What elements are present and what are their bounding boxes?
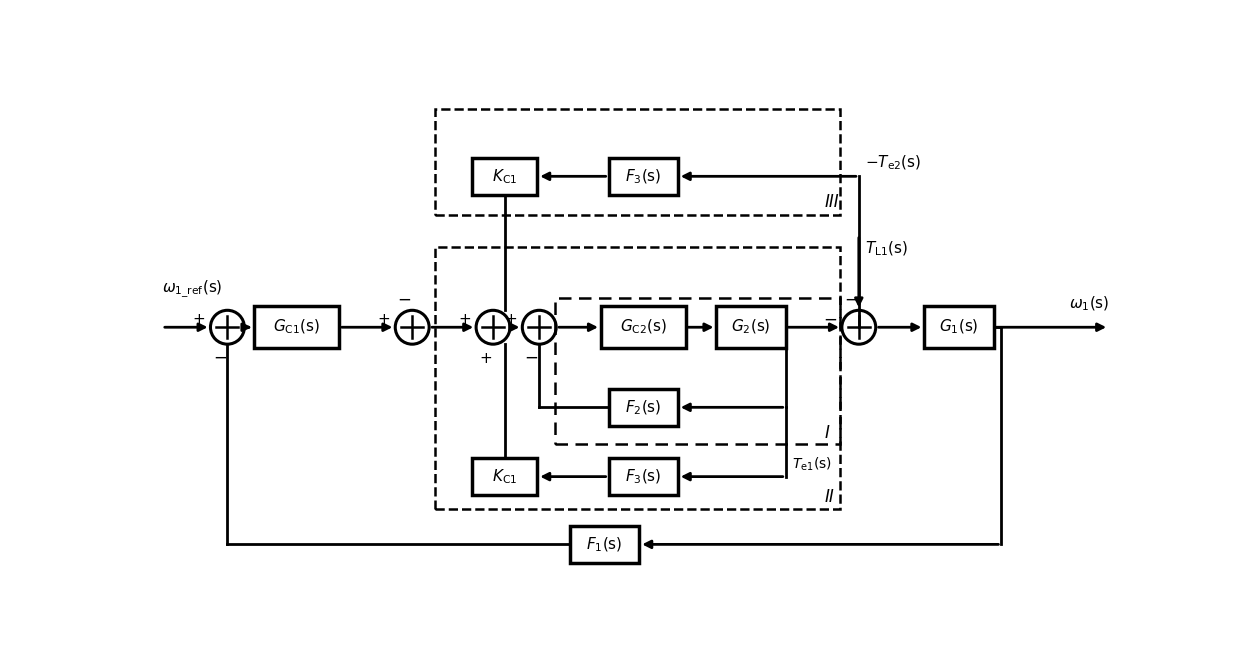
Text: $K_{\mathrm{C1}}$: $K_{\mathrm{C1}}$ [492, 167, 517, 186]
Bar [554, 298, 839, 445]
Text: −: − [844, 290, 858, 308]
Text: II: II [825, 488, 833, 506]
Text: +: + [192, 312, 206, 327]
Text: +: + [505, 312, 517, 327]
Text: $-T_{\mathrm{e2}}(\mathrm{s})$: $-T_{\mathrm{e2}}(\mathrm{s})$ [866, 154, 921, 172]
Text: $T_{\mathrm{e1}}(\mathrm{s})$: $T_{\mathrm{e1}}(\mathrm{s})$ [792, 456, 832, 473]
Bar [609, 389, 678, 426]
Text: $\omega_{\mathrm{1\_ref}}(\mathrm{s})$: $\omega_{\mathrm{1\_ref}}(\mathrm{s})$ [162, 279, 222, 300]
Bar [472, 458, 537, 495]
Bar [254, 306, 339, 349]
Bar [924, 306, 993, 349]
Bar [435, 109, 839, 215]
Text: −: − [823, 310, 837, 329]
Bar [717, 306, 786, 349]
Text: +: + [377, 312, 391, 327]
Text: +: + [479, 351, 492, 365]
Text: $\omega_{\mathrm{1}}(\mathrm{s})$: $\omega_{\mathrm{1}}(\mathrm{s})$ [1069, 295, 1109, 314]
Text: $K_{\mathrm{C1}}$: $K_{\mathrm{C1}}$ [492, 467, 517, 486]
Bar [609, 458, 678, 495]
Text: $G_{\mathrm{C2}}(\mathrm{s})$: $G_{\mathrm{C2}}(\mathrm{s})$ [620, 318, 667, 336]
Text: +: + [459, 312, 471, 327]
Text: $F_{3}(\mathrm{s})$: $F_{3}(\mathrm{s})$ [625, 467, 661, 486]
Text: $G_{2}(\mathrm{s})$: $G_{2}(\mathrm{s})$ [732, 318, 771, 336]
Text: −: − [213, 349, 227, 367]
Text: I: I [825, 424, 830, 442]
Text: $T_{\mathrm{L1}}(\mathrm{s})$: $T_{\mathrm{L1}}(\mathrm{s})$ [866, 240, 908, 258]
Text: $G_{1}(\mathrm{s})$: $G_{1}(\mathrm{s})$ [939, 318, 978, 336]
Text: $G_{\mathrm{C1}}(\mathrm{s})$: $G_{\mathrm{C1}}(\mathrm{s})$ [273, 318, 320, 336]
Bar [570, 526, 640, 563]
Text: −: − [398, 290, 412, 308]
Text: $F_{2}(\mathrm{s})$: $F_{2}(\mathrm{s})$ [625, 398, 661, 417]
Text: III: III [825, 193, 838, 211]
Bar [472, 158, 537, 195]
Text: $F_{3}(\mathrm{s})$: $F_{3}(\mathrm{s})$ [625, 167, 661, 185]
Bar [609, 158, 678, 195]
Text: $F_{1}(\mathrm{s})$: $F_{1}(\mathrm{s})$ [587, 535, 622, 553]
Bar [435, 247, 839, 509]
Text: −: − [525, 349, 538, 367]
Bar [601, 306, 686, 349]
